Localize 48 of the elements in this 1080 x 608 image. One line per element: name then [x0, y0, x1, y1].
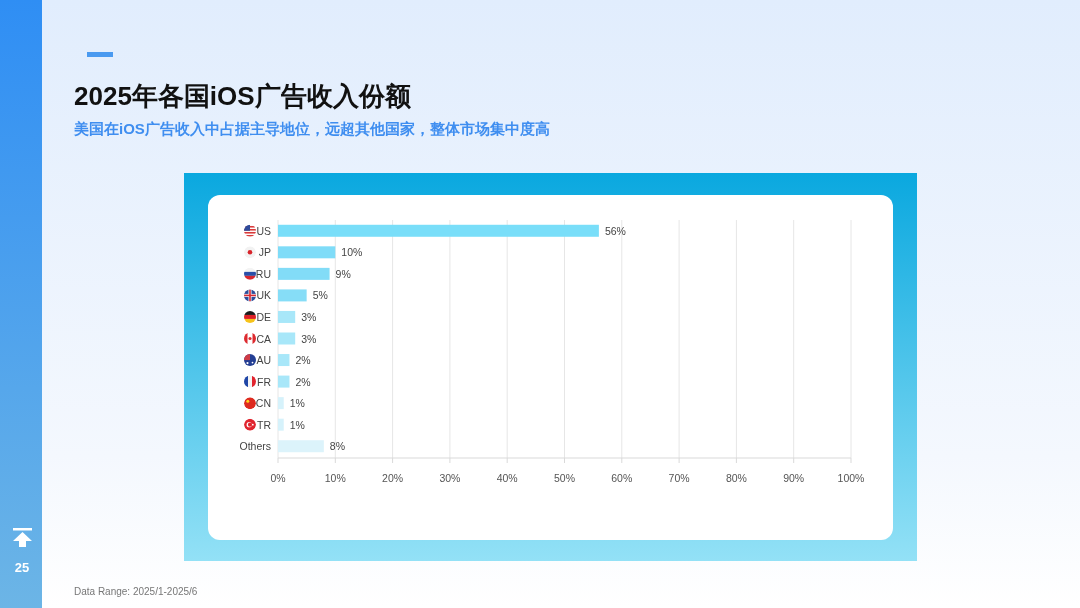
y-tick-label: JP [258, 246, 271, 259]
text: 25 [14, 560, 30, 575]
bar [278, 440, 324, 453]
x-tick-label: 60% [611, 472, 633, 484]
bar [278, 289, 307, 302]
chart-title: 2025年各国iOS广告收入份额 [74, 81, 412, 111]
x-tick-label: 80% [725, 472, 747, 484]
x-tick-label: 50% [553, 472, 576, 484]
bar [278, 332, 296, 345]
bar [278, 246, 336, 259]
text: Data Range: 2025/1-2025/6 [74, 586, 198, 597]
data-label: 3% [301, 332, 317, 345]
x-tick-label: 10% [324, 472, 346, 484]
x-tick-label: 0% [270, 472, 286, 484]
bar [278, 375, 290, 388]
y-tick-label: CA [256, 332, 271, 345]
x-tick-label: 90% [783, 472, 805, 484]
bar [278, 354, 290, 367]
y-tick-label: Others [239, 440, 271, 453]
data-label: 2% [295, 375, 311, 388]
bar [278, 267, 330, 280]
data-label: 9% [335, 267, 351, 280]
y-tick-label: DE [256, 310, 271, 323]
x-tick-label: 40% [496, 472, 518, 484]
y-tick-label: UK [256, 289, 271, 302]
data-label: 56% [604, 224, 626, 237]
bar [278, 418, 284, 431]
x-tick-label: 70% [668, 472, 690, 484]
chart-subtitle: 美国在iOS广告收入中占据主导地位，远超其他国家，整体市场集中度高 [73, 120, 550, 137]
y-tick-label: RU [255, 267, 271, 280]
data-label: 5% [312, 289, 328, 302]
data-label: 10% [341, 246, 363, 259]
data-label: 1% [289, 397, 305, 410]
x-tick-label: 20% [382, 472, 404, 484]
bar [278, 310, 296, 323]
data-label: 2% [295, 354, 311, 367]
y-tick-label: FR [257, 375, 272, 388]
bar [278, 397, 284, 410]
y-tick-label: TR [257, 418, 272, 431]
y-tick-label: US [256, 224, 271, 237]
data-label: 8% [329, 440, 346, 453]
y-tick-label: AU [256, 354, 271, 367]
y-tick-label: CN [255, 397, 271, 410]
x-tick-label: 100% [837, 472, 865, 484]
data-label: 3% [301, 310, 317, 323]
x-tick-label: 30% [439, 472, 461, 484]
data-label: 1% [289, 418, 305, 431]
bar [278, 224, 599, 237]
